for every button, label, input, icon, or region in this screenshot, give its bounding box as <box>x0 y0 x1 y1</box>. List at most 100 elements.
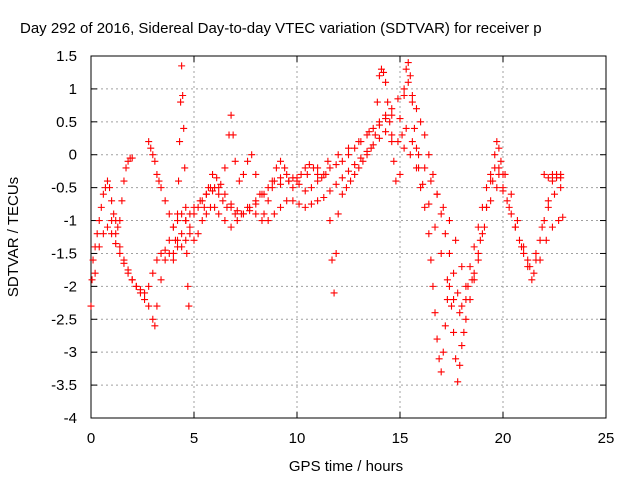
data-point <box>345 151 352 159</box>
data-point <box>184 282 192 290</box>
data-point <box>480 223 488 231</box>
y-tick-label: -3 <box>64 344 77 361</box>
data-point <box>322 170 330 178</box>
x-tick-label: 25 <box>598 430 615 447</box>
data-point <box>270 210 278 218</box>
data-point <box>145 302 153 310</box>
data-point <box>524 263 532 271</box>
data-point <box>182 236 190 244</box>
data-point <box>515 236 523 244</box>
data-point <box>161 246 169 254</box>
y-tick-label: -0.5 <box>51 180 77 197</box>
data-point <box>157 276 165 284</box>
data-point <box>277 174 285 182</box>
data-point <box>412 105 420 113</box>
data-point <box>458 342 466 350</box>
y-tick-label: -2.5 <box>51 311 77 328</box>
data-point <box>252 210 260 218</box>
data-point <box>174 243 182 251</box>
data-point <box>429 282 437 290</box>
chart-title: Day 292 of 2016, Sidereal Day-to-day VTE… <box>20 20 542 37</box>
data-point <box>351 161 359 169</box>
data-point <box>375 72 383 80</box>
data-point <box>532 256 540 264</box>
data-point <box>268 177 276 185</box>
data-point <box>412 144 420 152</box>
data-point <box>458 302 466 310</box>
data-point <box>182 203 190 211</box>
data-point <box>448 302 455 310</box>
data-point <box>394 95 402 103</box>
data-point <box>221 217 229 225</box>
data-point <box>520 249 528 257</box>
data-point <box>301 203 309 211</box>
data-point <box>450 269 458 277</box>
data-point <box>380 68 388 76</box>
data-point <box>190 203 198 211</box>
data-point <box>283 170 291 178</box>
data-point <box>456 309 464 317</box>
data-point <box>404 78 412 86</box>
data-point <box>120 256 128 264</box>
data-point <box>151 322 159 330</box>
data-point <box>314 170 322 178</box>
data-point <box>474 223 482 231</box>
data-point <box>112 240 120 248</box>
data-point <box>149 269 157 277</box>
data-point <box>264 197 272 205</box>
data-point <box>186 223 194 231</box>
data-point <box>324 157 332 165</box>
data-point <box>305 161 313 169</box>
data-point <box>229 131 237 139</box>
data-point <box>110 210 118 218</box>
data-point <box>165 210 173 218</box>
data-point <box>285 177 293 185</box>
data-point <box>338 190 346 198</box>
data-point <box>116 243 124 251</box>
data-point <box>122 164 130 172</box>
data-point <box>408 98 416 106</box>
data-point <box>289 197 297 205</box>
data-point <box>557 184 565 192</box>
data-point <box>532 249 540 257</box>
data-point <box>182 217 190 225</box>
data-point <box>388 111 396 119</box>
data-point <box>548 223 556 231</box>
data-point <box>513 217 521 225</box>
data-point <box>151 157 159 165</box>
data-point <box>169 256 177 264</box>
data-point <box>157 184 165 192</box>
data-point <box>544 203 552 211</box>
data-point <box>239 210 247 218</box>
data-point <box>454 289 462 297</box>
data-point <box>355 164 363 172</box>
data-point <box>544 174 552 182</box>
data-point <box>235 177 243 185</box>
data-point <box>334 151 342 159</box>
series-markers <box>169 59 565 386</box>
data-point <box>281 164 289 172</box>
data-point <box>382 78 390 86</box>
y-tick-labels: -4 -3.5 -3 -2.5 -2 -1.5 -1 -0.5 0 0.5 1 1.5 <box>51 48 77 427</box>
data-point <box>307 184 315 192</box>
data-point <box>415 151 423 159</box>
data-point <box>454 378 462 386</box>
data-point <box>345 144 352 152</box>
data-point <box>179 91 187 99</box>
data-point <box>293 177 301 185</box>
data-point <box>351 144 359 152</box>
data-point <box>538 223 546 231</box>
data-point <box>95 243 103 251</box>
data-point <box>185 302 193 310</box>
data-point <box>466 296 474 304</box>
data-point <box>309 164 317 172</box>
y-tick-label: 0.5 <box>56 114 77 131</box>
data-point <box>272 164 280 172</box>
data-point <box>88 276 96 284</box>
data-point <box>499 170 507 178</box>
data-point <box>183 249 191 257</box>
data-point <box>277 157 285 165</box>
data-point <box>103 223 111 231</box>
data-point <box>544 197 552 205</box>
